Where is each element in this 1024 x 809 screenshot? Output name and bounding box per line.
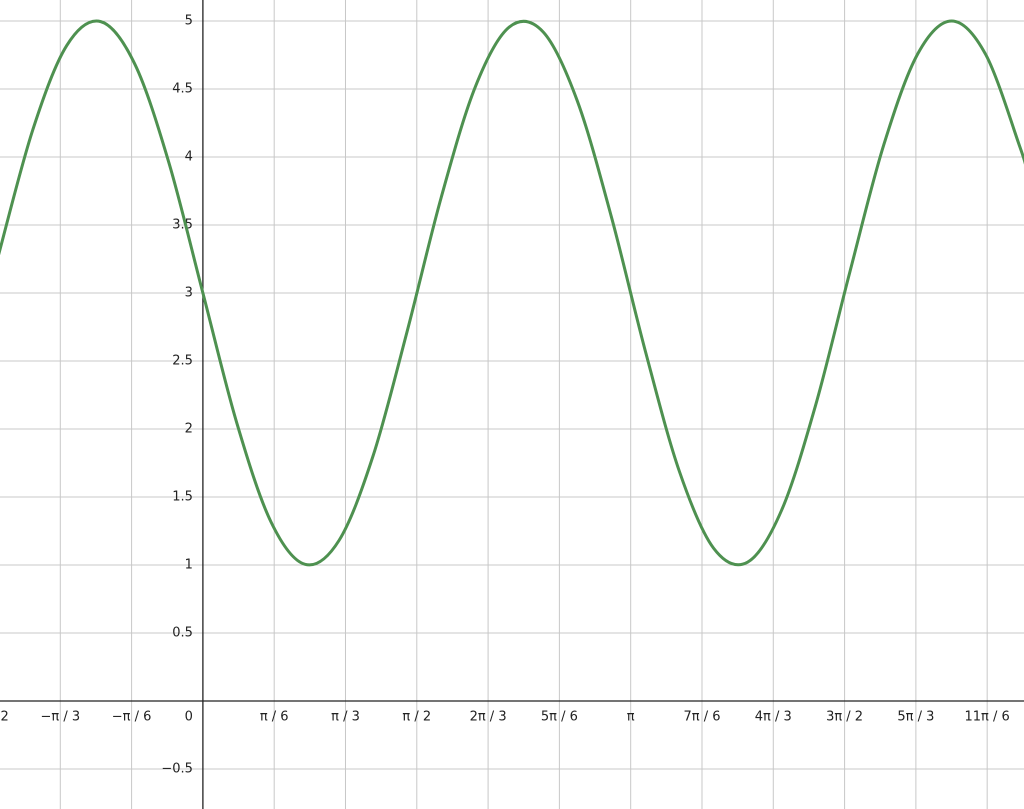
y-tick-label: 3: [185, 285, 193, 300]
y-tick-label: 5: [185, 13, 193, 28]
x-tick-label: 7π / 6: [683, 710, 720, 725]
y-tick-label: 2.5: [172, 353, 193, 368]
x-tick-label: π / 3: [331, 710, 360, 725]
x-tick-label: 2π / 3: [470, 710, 507, 725]
x-tick-label: 11π / 6: [965, 710, 1010, 725]
y-tick-label: 4.5: [172, 81, 193, 96]
y-tick-label: 1: [185, 557, 193, 572]
y-tick-label: 4: [185, 149, 193, 164]
y-tick-label: −0.5: [161, 762, 193, 777]
y-tick-label: 3.5: [172, 217, 193, 232]
x-tick-label: −π / 3: [40, 710, 80, 725]
x-tick-label: 4π / 3: [755, 710, 792, 725]
x-tick-label: 5π / 3: [897, 710, 934, 725]
y-tick-label: 2: [185, 421, 193, 436]
x-tick-label: 0: [185, 710, 193, 725]
x-tick-label: 5π / 6: [541, 710, 578, 725]
x-tick-label: π: [627, 710, 635, 725]
y-tick-label: 1.5: [172, 489, 193, 504]
function-curve: [0, 19, 1024, 567]
x-tick-label: π / 2: [402, 710, 431, 725]
x-tick-label: 3π / 2: [826, 710, 863, 725]
x-tick-label: −π / 6: [112, 710, 152, 725]
x-tick-label: π / 6: [260, 710, 289, 725]
x-tick-label: −π / 2: [0, 710, 9, 725]
y-tick-label: 0.5: [172, 626, 193, 641]
